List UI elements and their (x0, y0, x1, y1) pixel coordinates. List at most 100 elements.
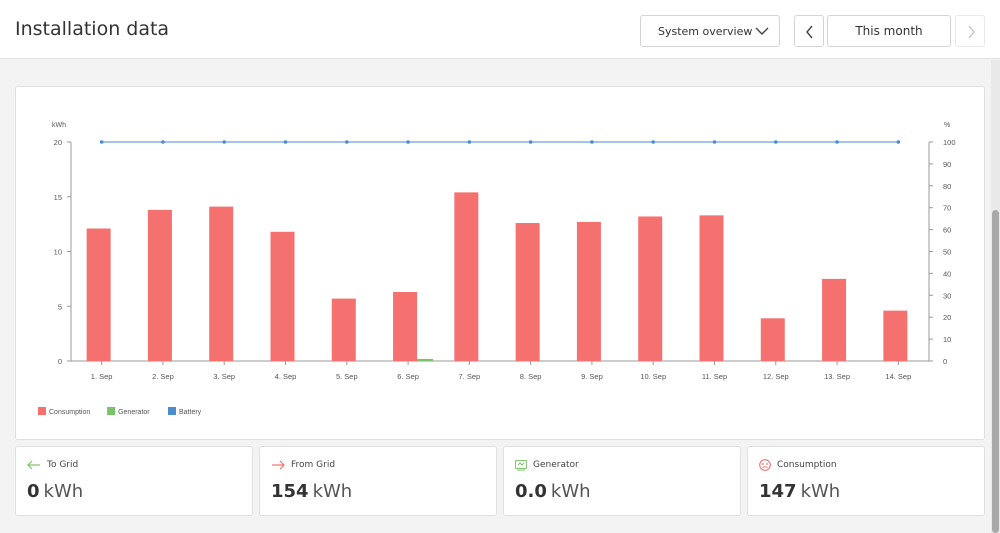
consumption-bar (86, 228, 111, 361)
battery-point (161, 140, 165, 144)
y-tick-label-right: 40 (943, 269, 951, 278)
legend-label: Battery (179, 409, 202, 416)
generator-icon (515, 459, 527, 470)
chevron-left-icon (806, 25, 813, 39)
stat-card-to-grid: To Grid 0 kWh (15, 446, 253, 516)
x-tick-label: 12. Sep (763, 372, 789, 381)
x-tick-label: 13. Sep (824, 372, 850, 381)
stat-unit: kWh (800, 481, 841, 502)
battery-point (835, 140, 839, 144)
consumption-bar (883, 310, 908, 361)
consumption-bar (270, 231, 295, 361)
view-select[interactable]: System overview (640, 15, 780, 47)
page-title: Installation data (15, 18, 170, 40)
stat-value: 0 (27, 481, 40, 502)
generator-bar (417, 358, 434, 361)
stat-card-generator: Generator 0.0 kWh (503, 446, 741, 516)
y-tick-label-left: 5 (58, 302, 62, 311)
battery-point (528, 140, 533, 144)
y-tick-label-left: 0 (58, 357, 62, 366)
consumption-bar (822, 278, 847, 361)
battery-point (283, 140, 288, 144)
y-tick-label-right: 10 (943, 335, 951, 344)
consumption-bar (209, 206, 234, 361)
x-tick-label: 6. Sep (397, 372, 419, 381)
stat-value: 0.0 (515, 481, 547, 502)
y-axis-right-label: % (944, 122, 950, 129)
stat-card-consumption: Consumption 147 kWh (747, 446, 985, 516)
previous-period-button[interactable] (794, 15, 824, 47)
x-tick-label: 11. Sep (702, 372, 727, 381)
x-tick-label: 3. Sep (213, 372, 235, 381)
x-tick-label: 8. Sep (520, 372, 542, 381)
y-tick-label-right: 50 (943, 248, 951, 257)
x-tick-label: 1. Sep (91, 372, 113, 381)
x-tick-label: 5. Sep (336, 372, 358, 381)
stat-title: From Grid (291, 460, 336, 470)
battery-point (406, 140, 410, 144)
stat-value: 154 (271, 481, 309, 502)
y-tick-label-right: 80 (943, 182, 951, 191)
chevron-right-icon (968, 25, 975, 39)
scrollbar-thumb[interactable] (992, 210, 999, 533)
y-tick-label-right: 100 (943, 138, 956, 147)
view-select-label: System overview (658, 25, 753, 38)
chevron-down-icon (755, 27, 769, 35)
arrow-right-icon (272, 460, 285, 470)
stat-card-from-grid: From Grid 154 kWh (259, 446, 497, 516)
x-tick-label: 9. Sep (581, 372, 603, 381)
y-axis-left-label: kWh (52, 122, 66, 129)
next-period-button[interactable] (955, 15, 985, 47)
legend-swatch (168, 407, 176, 415)
legend-label: Generator (118, 409, 150, 416)
legend-label: Consumption (49, 409, 90, 416)
x-tick-label: 10. Sep (640, 372, 666, 381)
consumption-bar (760, 318, 785, 361)
x-tick-label: 7. Sep (459, 372, 481, 381)
battery-point (467, 140, 472, 144)
period-selector[interactable]: This month (827, 15, 951, 47)
battery-point (99, 140, 104, 144)
legend-swatch (107, 407, 116, 415)
legend-swatch (38, 407, 46, 415)
consumption-bar (331, 298, 356, 361)
period-label: This month (855, 24, 923, 38)
battery-point (222, 140, 227, 144)
consumption-bar (147, 209, 172, 361)
y-tick-label-right: 30 (943, 291, 951, 300)
consumption-bar (393, 292, 418, 361)
battery-point (344, 140, 349, 144)
y-tick-label-right: 60 (943, 226, 951, 235)
y-tick-label-right: 0 (943, 357, 947, 366)
x-tick-label: 4. Sep (275, 372, 297, 381)
consumption-icon (759, 459, 771, 471)
x-tick-label: 2. Sep (152, 372, 174, 381)
consumption-bar (576, 221, 601, 361)
consumption-bar (699, 215, 724, 361)
stat-unit: kWh (312, 481, 353, 502)
stat-unit: kWh (550, 481, 591, 502)
battery-point (651, 140, 656, 144)
installation-chart: kWh % 0 5 10 15 20 0 10 20 30 40 50 60 70 80 90 100 1. Sep… (38, 122, 956, 416)
arrow-left-icon (27, 460, 40, 470)
y-tick-label-right: 90 (943, 160, 951, 169)
y-tick-label-right: 70 (943, 204, 951, 213)
stat-title: Generator (533, 460, 579, 470)
y-tick-label-left: 20 (54, 138, 62, 147)
chart-card: kWh% 0 5 10 15 20 0 10 20 30 40 50 60 70 80 90 100 1. Sep… (15, 86, 985, 440)
header: Installation data System overview This m… (0, 0, 1000, 59)
consumption-bar (638, 216, 663, 361)
consumption-bar (515, 223, 540, 361)
y-tick-label-left: 15 (54, 193, 62, 202)
stat-title: Consumption (777, 460, 837, 470)
stat-title: To Grid (47, 460, 79, 470)
page-scrollbar[interactable] (991, 60, 1000, 533)
battery-point (590, 140, 594, 144)
battery-point (773, 140, 778, 144)
consumption-bar (454, 192, 479, 361)
battery-point (896, 140, 901, 144)
battery-point (712, 140, 717, 144)
x-tick-label: 14. Sep (885, 372, 911, 381)
y-tick-label-left: 10 (54, 248, 62, 257)
stat-unit: kWh (43, 481, 84, 502)
